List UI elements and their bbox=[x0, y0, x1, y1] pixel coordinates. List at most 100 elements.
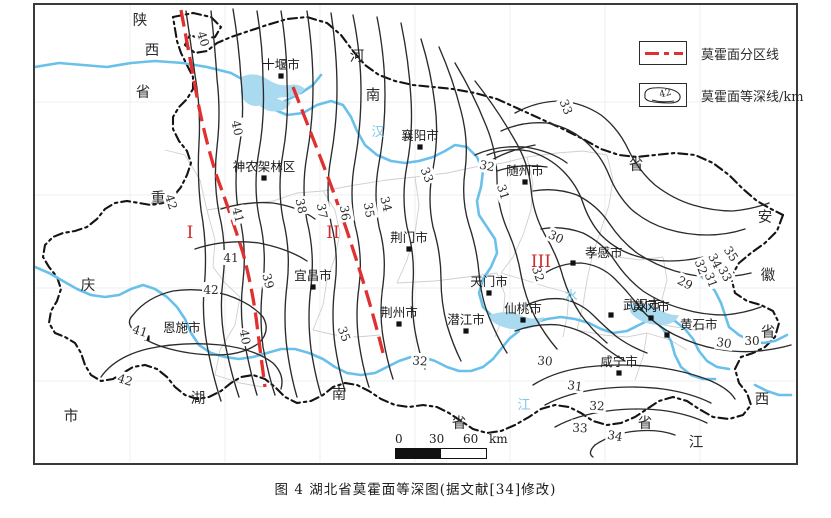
city-label: 神农架林区 bbox=[233, 159, 296, 174]
contour-loop-icon: 42 bbox=[644, 87, 681, 104]
region-label: I bbox=[187, 223, 194, 243]
neighbor-province-label: 安 bbox=[758, 209, 773, 226]
city-label: 武汉市 bbox=[623, 297, 661, 312]
contour-label: 38 bbox=[293, 197, 310, 215]
contour-label-halo bbox=[259, 270, 278, 292]
neighbor-province-label: 湖 bbox=[191, 390, 206, 407]
neighbor-province-label: 徽 bbox=[761, 267, 776, 284]
contour-label-halo bbox=[701, 268, 722, 291]
contour-label: 41 bbox=[223, 251, 238, 265]
neighbor-province-label: 南 bbox=[366, 87, 381, 104]
city-marker bbox=[664, 332, 670, 338]
contour-label: 42 bbox=[203, 283, 218, 297]
city-label: 孝感市 bbox=[585, 245, 623, 260]
city-marker bbox=[310, 284, 316, 290]
scale-bar-graphic bbox=[395, 448, 487, 459]
contour-label: 37 bbox=[314, 202, 330, 219]
contour-label-halo bbox=[535, 352, 555, 369]
city-label: 黄冈市 bbox=[632, 299, 670, 314]
neighbor-province-label: 省 bbox=[638, 415, 653, 432]
contour-label-halo bbox=[587, 397, 607, 414]
contour-label: 32 bbox=[692, 257, 710, 276]
city-marker bbox=[648, 315, 654, 321]
city-marker bbox=[486, 290, 492, 296]
scale-tick-0: 0 bbox=[395, 432, 403, 446]
neighbor-province-label: 西 bbox=[755, 392, 770, 408]
contour-label-halo bbox=[360, 199, 379, 221]
city-label: 荆州市 bbox=[380, 305, 418, 320]
contour-label: 31 bbox=[702, 270, 720, 289]
contour-label: 30 bbox=[715, 335, 732, 351]
city-marker bbox=[261, 175, 267, 181]
neighbor-province-label: 西 bbox=[145, 43, 160, 59]
scale-bar-ticks: 0 30 60 km bbox=[395, 432, 508, 446]
scale-bar: 0 30 60 km bbox=[395, 432, 508, 459]
neighbor-province-label: 省 bbox=[452, 415, 467, 432]
contour-label: 42 bbox=[162, 193, 180, 212]
legend-row-isodepth-line: 42 莫霍面等深线/km bbox=[639, 83, 831, 107]
contour-label: 33 bbox=[418, 165, 437, 184]
contour-label-halo bbox=[565, 376, 586, 395]
neighbor-province-label: 省 bbox=[629, 157, 644, 174]
legend-label-isodepth-line: 莫霍面等深线/km bbox=[701, 89, 804, 105]
contour-label: 35 bbox=[335, 324, 353, 343]
contour-label: 41 bbox=[131, 322, 150, 340]
contour-label-halo bbox=[570, 419, 590, 436]
contour-label: 32 bbox=[478, 158, 496, 175]
contour-label-halo bbox=[313, 200, 332, 222]
neighbor-province-label: 市 bbox=[64, 408, 79, 425]
contour-label-halo bbox=[222, 250, 240, 265]
contour-label: 31 bbox=[494, 183, 512, 202]
zoning-line-west bbox=[179, 9, 267, 388]
graticule-grid bbox=[35, 5, 795, 462]
city-label: 潜江市 bbox=[447, 312, 485, 327]
contour-label-halo bbox=[336, 202, 355, 224]
figure-caption: 图 4 湖北省莫霍面等深图(据文献[34]修改) bbox=[274, 482, 557, 498]
map-legend: 莫霍面分区线 42 莫霍面等深线/km bbox=[639, 41, 831, 125]
contour-label-halo bbox=[556, 95, 577, 118]
contour-label: 33 bbox=[557, 97, 576, 116]
contour-label: 36 bbox=[337, 204, 353, 221]
contour-label-halo bbox=[202, 282, 220, 297]
contour-label-halo bbox=[417, 163, 438, 186]
city-label: 天门市 bbox=[470, 274, 508, 289]
contour-label: 40 bbox=[237, 328, 253, 345]
river-label: 汉 bbox=[371, 125, 384, 140]
contour-label: 30 bbox=[744, 334, 759, 348]
city-marker bbox=[417, 144, 423, 150]
city-marker bbox=[396, 321, 402, 327]
legend-swatch-isodepth-line: 42 bbox=[639, 83, 687, 107]
neighbor-province-label: 河 bbox=[350, 48, 365, 65]
contour-label-halo bbox=[129, 320, 152, 341]
city-label: 十堰市 bbox=[262, 57, 300, 72]
contour-label: 32 bbox=[589, 399, 605, 414]
contour-label-halo bbox=[410, 352, 430, 369]
contour-label: 40 bbox=[229, 119, 246, 137]
contour-label: 33 bbox=[572, 421, 588, 436]
city-marker bbox=[616, 370, 622, 376]
city-label: 咸宁市 bbox=[600, 354, 638, 369]
contour-label: 32 bbox=[529, 265, 547, 284]
neighbor-province-label: 南 bbox=[332, 386, 347, 403]
city-label: 襄阳市 bbox=[401, 128, 439, 143]
scale-unit: km bbox=[489, 432, 508, 446]
contour-label: 30 bbox=[546, 227, 566, 246]
neighbor-province-label: 重 bbox=[151, 190, 166, 207]
contour-label: 34 bbox=[606, 428, 624, 445]
contour-label-halo bbox=[236, 326, 255, 348]
moho-zoning-lines bbox=[179, 9, 385, 388]
region-label: II bbox=[326, 223, 339, 243]
city-label: 宜昌市 bbox=[294, 268, 332, 283]
contour-label-halo bbox=[673, 271, 697, 294]
city-marker bbox=[406, 246, 412, 252]
contour-label-halo bbox=[714, 262, 737, 286]
contour-label: 34 bbox=[377, 195, 394, 214]
contour-label: 29 bbox=[675, 273, 695, 293]
contour-label-halo bbox=[193, 27, 214, 50]
contour-label-halo bbox=[476, 156, 498, 175]
